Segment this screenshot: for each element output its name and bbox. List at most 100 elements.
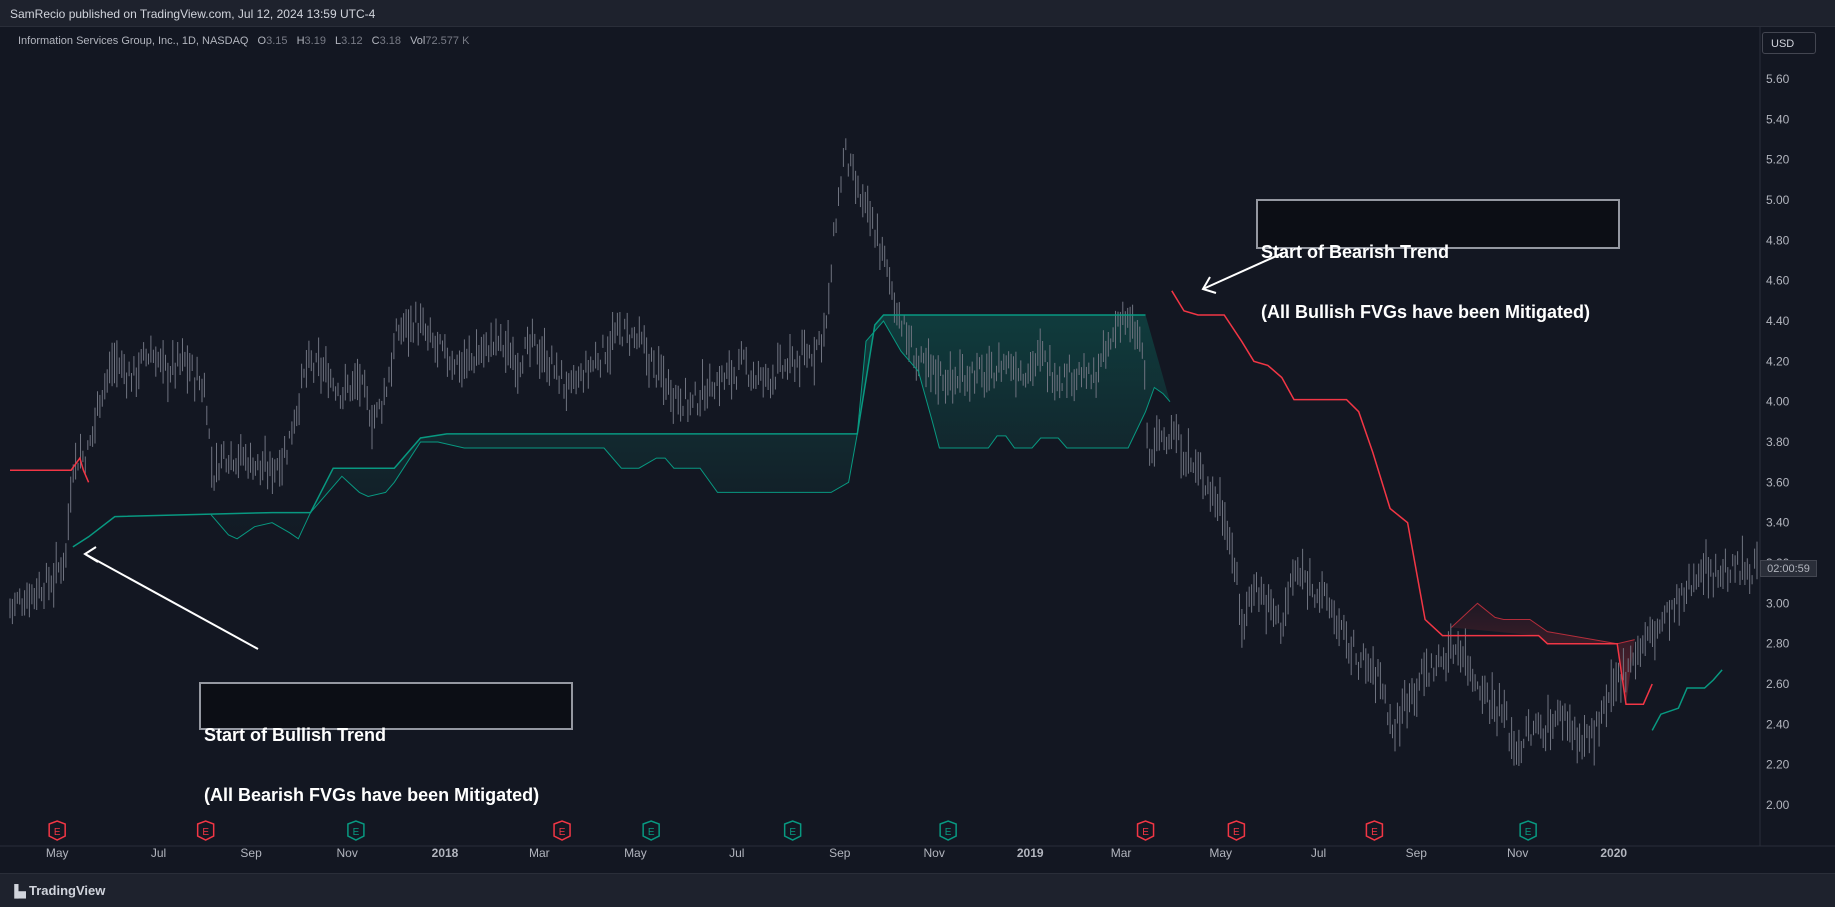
earnings-badge-letter: E <box>202 827 209 838</box>
earnings-miss-icon[interactable]: E <box>196 820 215 841</box>
symbol-legend[interactable]: Information Services Group, Inc., 1D, NA… <box>18 35 469 47</box>
price-tick-label: 4.40 <box>1766 314 1790 328</box>
bearish-annotation[interactable]: Start of Bearish Trend (All Bullish FVGs… <box>1256 199 1620 322</box>
time-tick-label: May <box>46 846 69 860</box>
time-tick-label: Nov <box>924 846 945 860</box>
time-tick-label: Mar <box>529 846 550 860</box>
price-bars <box>9 138 1758 766</box>
bullish-trailing-lower-line <box>210 320 1171 540</box>
earnings-miss-icon[interactable]: E <box>1136 820 1155 841</box>
earnings-badge-letter: E <box>1142 827 1149 838</box>
time-tick-label: Sep <box>240 846 262 860</box>
price-tick-label: 2.40 <box>1766 717 1790 731</box>
bar-countdown-label: 02:00:59 <box>1760 560 1817 577</box>
tradingview-logo[interactable]: ▐▄ TradingView <box>10 883 105 898</box>
open-value: 3.15 <box>266 35 288 47</box>
bullish-annotation-subtitle: (All Bearish FVGs have been Mitigated) <box>204 785 540 805</box>
trailing-lines <box>10 290 1723 731</box>
footer-bar: ▐▄ TradingView <box>0 873 1835 907</box>
low-label: L <box>335 35 342 47</box>
price-tick-label: 2.80 <box>1766 637 1790 651</box>
time-tick-label: Sep <box>1406 846 1428 860</box>
earnings-miss-icon[interactable]: E <box>1227 820 1246 841</box>
time-tick-label: 2020 <box>1600 846 1627 860</box>
bullish-arrow-line <box>84 553 259 650</box>
price-tick-label: 3.80 <box>1766 435 1790 449</box>
earnings-badge-shape <box>553 820 571 841</box>
earnings-miss-icon[interactable]: E <box>553 820 571 841</box>
time-tick-label: Mar <box>1111 846 1132 860</box>
price-tick-label: 5.60 <box>1766 72 1790 86</box>
price-tick-label: 2.00 <box>1766 798 1790 812</box>
open-label: O <box>257 35 267 47</box>
price-tick-label: 2.60 <box>1766 677 1790 691</box>
price-tick-label: 5.40 <box>1766 112 1790 126</box>
high-label: H <box>296 35 305 47</box>
symbol-name[interactable]: Information Services Group, Inc., 1D, NA… <box>18 35 249 47</box>
bearish-annotation-title: Start of Bearish Trend <box>1261 242 1450 262</box>
bullish-trailing-late-line <box>1651 669 1723 731</box>
earnings-beat-icon[interactable]: E <box>783 820 802 841</box>
price-axis[interactable]: 2.002.202.402.602.803.003.203.403.603.80… <box>1766 72 1790 812</box>
low-value: 3.12 <box>341 35 363 47</box>
tradingview-mark-icon: ▐▄ <box>10 883 26 898</box>
price-tick-label: 3.60 <box>1766 475 1790 489</box>
time-tick-label: Jul <box>1311 846 1326 860</box>
price-tick-label: 5.20 <box>1766 153 1790 167</box>
price-tick-label: 4.20 <box>1766 354 1790 368</box>
annotation-arrows <box>83 252 1284 650</box>
earnings-beat-icon[interactable]: E <box>1519 820 1537 841</box>
earnings-badge-shape <box>1136 820 1155 841</box>
earnings-miss-icon[interactable]: E <box>1365 820 1384 841</box>
earnings-badge-shape <box>347 820 365 841</box>
price-tick-label: 4.60 <box>1766 274 1790 288</box>
time-tick-label: Nov <box>337 846 358 860</box>
earnings-badge-letter: E <box>1233 827 1240 838</box>
bullish-trailing-line <box>72 314 1146 548</box>
earnings-badge-shape <box>939 820 957 841</box>
earnings-badge-letter: E <box>1525 827 1532 838</box>
price-tick-label: 3.00 <box>1766 596 1790 610</box>
price-tick-label: 4.80 <box>1766 233 1790 247</box>
close-label: C <box>371 35 380 47</box>
earnings-badge-letter: E <box>648 827 655 838</box>
earnings-badge-shape <box>196 820 215 841</box>
time-axis[interactable]: May Jul Sep Nov 2018 Mar May Jul Sep Nov 2019 Mar Ma… <box>46 846 1628 860</box>
earnings-badge-letter: E <box>945 827 952 838</box>
earnings-badge-shape <box>1519 820 1537 841</box>
currency-button[interactable]: USD <box>1762 32 1816 54</box>
fvg-fills <box>210 315 1635 705</box>
time-tick-label: Nov <box>1507 846 1528 860</box>
time-tick-label: Jul <box>729 846 744 860</box>
volume-value: 72.577 K <box>425 35 470 47</box>
earnings-badge-letter: E <box>789 827 796 838</box>
earnings-badge-letter: E <box>54 827 61 838</box>
bearish-arrow-line <box>1202 252 1284 290</box>
earnings-beat-icon[interactable]: E <box>347 820 365 841</box>
earnings-badge-shape <box>783 820 802 841</box>
price-tick-label: 2.20 <box>1766 758 1790 772</box>
earnings-badge-shape <box>48 820 66 841</box>
close-value: 3.18 <box>379 35 402 47</box>
earnings-badge-letter: E <box>559 827 566 838</box>
earnings-badge-shape <box>1365 820 1384 841</box>
price-tick-label: 4.00 <box>1766 395 1790 409</box>
earnings-badge-letter: E <box>1371 827 1378 838</box>
earnings-miss-icon[interactable]: E <box>48 820 66 841</box>
earnings-beat-icon[interactable]: E <box>939 820 957 841</box>
bullish-annotation[interactable]: Start of Bullish Trend (All Bearish FVGs… <box>199 682 573 805</box>
brand-name: TradingView <box>29 883 106 898</box>
time-tick-label: May <box>1209 846 1232 860</box>
time-tick-label: May <box>624 846 647 860</box>
bearish-trailing-upper-line <box>1450 602 1635 645</box>
publish-header: SamRecio published on TradingView.com, J… <box>0 0 1835 27</box>
time-tick-label: 2018 <box>432 846 459 860</box>
bearish-arrow-head <box>1201 276 1217 294</box>
bearish-trailing-start-line <box>10 456 90 483</box>
earnings-badge-letter: E <box>353 827 360 838</box>
published-line: SamRecio published on TradingView.com, J… <box>10 7 376 21</box>
bullish-arrow-head <box>83 546 99 563</box>
earnings-beat-icon[interactable]: E <box>642 820 660 841</box>
bullish-fvg-zone <box>210 315 1170 539</box>
